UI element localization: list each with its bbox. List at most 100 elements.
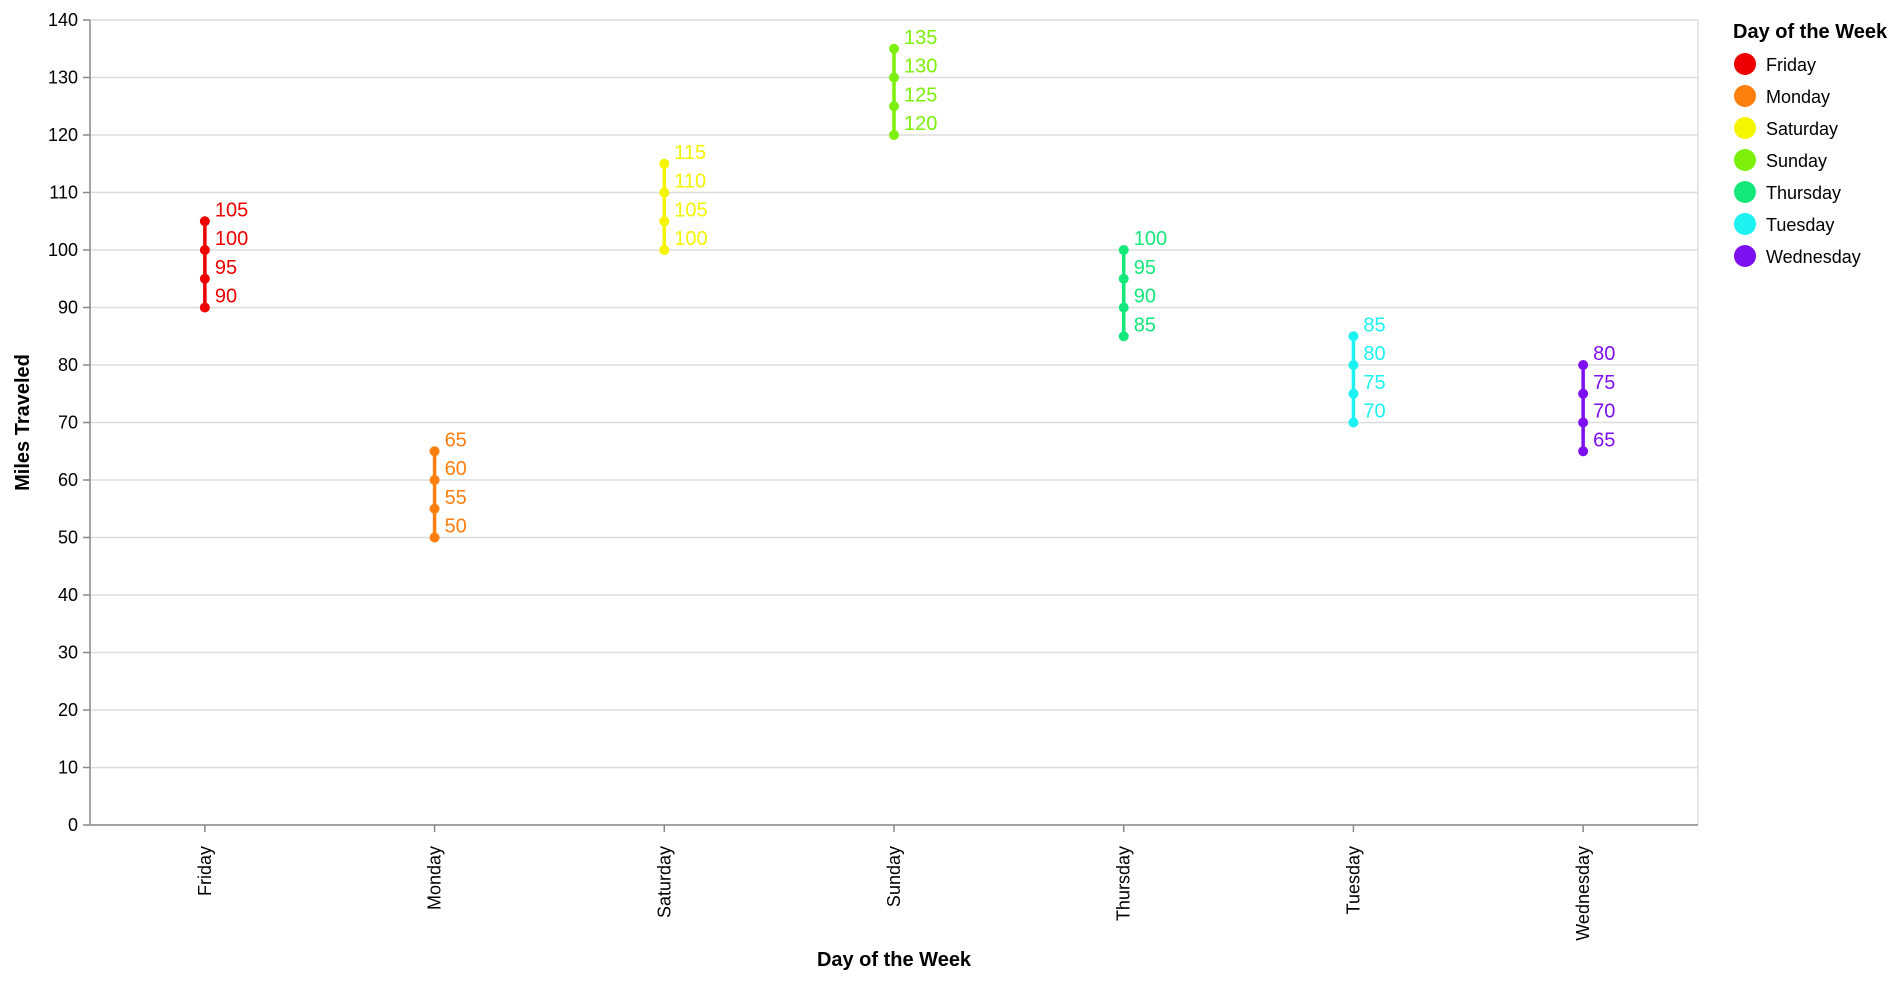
data-point-saturday xyxy=(659,245,670,255)
legend-label-monday: Monday xyxy=(1766,87,1830,107)
legend: Day of the Week Friday Monday Saturday Sunda… xyxy=(1733,21,1888,267)
data-point-monday xyxy=(429,503,440,514)
data-label-tuesday: 80 xyxy=(1363,343,1385,365)
y-tick-label: 120 xyxy=(48,125,78,145)
data-point-monday xyxy=(429,475,440,485)
x-tick-label: Wednesday xyxy=(1573,846,1593,941)
data-point-tuesday xyxy=(1348,360,1359,370)
data-point-friday xyxy=(199,216,210,227)
x-tick-label: Saturday xyxy=(654,846,674,918)
y-tick-label: 110 xyxy=(49,183,78,203)
y-tick-label: 50 xyxy=(58,528,78,548)
data-point-thursday xyxy=(1118,245,1129,255)
data-point-friday xyxy=(199,302,210,313)
data-label-saturday: 100 xyxy=(674,228,707,250)
legend-swatch-wednesday xyxy=(1734,245,1756,267)
y-tick-label: 140 xyxy=(48,10,78,30)
data-point-thursday xyxy=(1118,302,1129,313)
data-point-thursday xyxy=(1118,331,1129,342)
y-tick-label: 10 xyxy=(58,758,78,778)
data-point-wednesday xyxy=(1578,417,1589,428)
data-label-monday: 65 xyxy=(445,429,467,451)
y-tick-label: 40 xyxy=(58,585,78,605)
data-label-friday: 95 xyxy=(215,257,237,279)
data-point-monday xyxy=(429,446,440,457)
data-label-thursday: 90 xyxy=(1134,286,1156,308)
x-tick-label: Thursday xyxy=(1114,846,1134,921)
legend-swatch-monday xyxy=(1734,85,1756,107)
data-point-wednesday xyxy=(1578,360,1589,370)
x-tick-label: Monday xyxy=(425,846,445,910)
data-label-tuesday: 75 xyxy=(1363,372,1385,394)
legend-label-wednesday: Wednesday xyxy=(1766,247,1861,267)
data-point-sunday xyxy=(889,43,899,54)
legend-label-tuesday: Tuesday xyxy=(1766,215,1834,235)
legend-swatch-thursday xyxy=(1734,181,1756,203)
data-label-wednesday: 80 xyxy=(1593,343,1615,365)
data-label-tuesday: 85 xyxy=(1363,314,1385,336)
axes: 0 10 20 30 40 50 60 70 80 90 100 110 120 130 140 Friday… xyxy=(12,10,1698,971)
data-label-wednesday: 75 xyxy=(1593,372,1615,394)
data-label-thursday: 95 xyxy=(1134,257,1156,279)
legend-title: Day of the Week xyxy=(1733,21,1888,43)
legend-label-thursday: Thursday xyxy=(1766,183,1841,203)
x-tick-label: Sunday xyxy=(884,846,904,907)
gridlines xyxy=(90,19,1699,826)
data-point-saturday xyxy=(659,216,670,227)
legend-label-saturday: Saturday xyxy=(1766,119,1838,139)
data-point-tuesday xyxy=(1348,331,1359,342)
data-point-wednesday xyxy=(1578,388,1589,399)
y-tick-label: 100 xyxy=(48,240,78,260)
legend-swatch-sunday xyxy=(1734,149,1756,171)
data-point-tuesday xyxy=(1348,388,1359,399)
data-label-friday: 90 xyxy=(215,286,237,308)
data-label-sunday: 135 xyxy=(904,27,937,49)
data-point-tuesday xyxy=(1348,417,1359,428)
y-axis-title: Miles Traveled xyxy=(12,354,34,491)
data-label-sunday: 130 xyxy=(904,56,937,78)
data-label-thursday: 85 xyxy=(1134,314,1156,336)
data-point-thursday xyxy=(1118,273,1129,284)
data-marks: 90 95 100 105 50 55 60 65 100 105 110 115 120 125 130 1… xyxy=(199,27,1615,543)
data-point-sunday xyxy=(889,130,899,140)
x-tick-label: Tuesday xyxy=(1343,846,1363,914)
y-tick-label: 0 xyxy=(68,815,78,835)
x-axis-title: Day of the Week xyxy=(817,949,972,971)
data-label-saturday: 105 xyxy=(674,199,707,221)
data-point-wednesday xyxy=(1578,446,1589,457)
data-label-thursday: 100 xyxy=(1134,228,1167,250)
data-point-friday xyxy=(199,245,210,255)
legend-swatch-friday xyxy=(1734,53,1756,75)
data-label-saturday: 110 xyxy=(674,171,706,193)
y-tick-label: 60 xyxy=(58,470,78,490)
data-label-sunday: 125 xyxy=(904,84,937,106)
data-label-friday: 105 xyxy=(215,199,248,221)
data-label-friday: 100 xyxy=(215,228,248,250)
data-point-monday xyxy=(429,532,440,543)
y-tick-label: 70 xyxy=(58,413,78,433)
data-point-saturday xyxy=(659,187,670,198)
y-tick-label: 90 xyxy=(58,298,78,318)
data-label-wednesday: 65 xyxy=(1593,429,1615,451)
data-point-friday xyxy=(199,273,210,284)
data-label-monday: 55 xyxy=(445,487,467,509)
y-tick-label: 130 xyxy=(48,68,78,88)
data-label-monday: 60 xyxy=(445,458,467,480)
legend-label-friday: Friday xyxy=(1766,55,1816,75)
data-label-saturday: 115 xyxy=(674,142,706,164)
legend-swatch-saturday xyxy=(1734,117,1756,139)
data-label-monday: 50 xyxy=(445,516,467,538)
y-tick-label: 80 xyxy=(58,355,78,375)
data-point-sunday xyxy=(889,101,899,112)
data-label-tuesday: 70 xyxy=(1363,401,1385,423)
legend-label-sunday: Sunday xyxy=(1766,151,1827,171)
data-label-sunday: 120 xyxy=(904,113,937,135)
data-point-sunday xyxy=(889,72,899,83)
legend-swatch-tuesday xyxy=(1734,213,1756,235)
y-tick-label: 30 xyxy=(58,643,78,663)
y-tick-label: 20 xyxy=(58,700,78,720)
x-tick-label: Friday xyxy=(195,846,215,896)
data-point-saturday xyxy=(659,158,670,169)
